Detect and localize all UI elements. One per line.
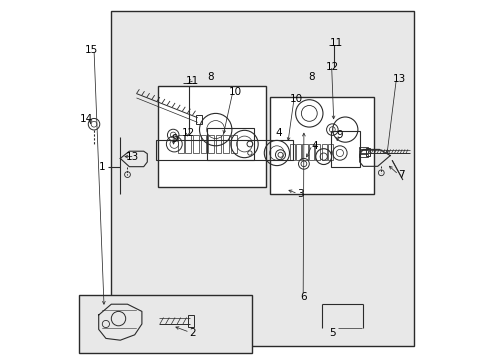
Bar bbox=[178, 135, 183, 153]
Bar bbox=[223, 135, 228, 153]
Bar bbox=[200, 135, 206, 153]
Bar bbox=[358, 150, 367, 153]
Text: 6: 6 bbox=[300, 292, 306, 302]
Text: 15: 15 bbox=[85, 45, 98, 55]
Text: 4: 4 bbox=[275, 128, 282, 138]
Text: 7: 7 bbox=[397, 170, 404, 180]
Bar bbox=[215, 135, 221, 153]
Bar bbox=[208, 135, 213, 153]
Text: 10: 10 bbox=[289, 94, 303, 104]
Bar bbox=[328, 144, 333, 160]
Bar bbox=[358, 154, 367, 157]
Bar bbox=[330, 131, 359, 167]
Bar bbox=[289, 144, 294, 160]
Text: 9: 9 bbox=[336, 130, 343, 140]
Bar bbox=[79, 295, 251, 353]
Bar bbox=[308, 144, 313, 160]
Text: 4: 4 bbox=[311, 141, 317, 151]
Text: 12: 12 bbox=[182, 128, 195, 138]
Text: 11: 11 bbox=[329, 38, 342, 48]
Text: 3: 3 bbox=[296, 189, 303, 199]
Bar bbox=[187, 315, 194, 327]
Text: 8: 8 bbox=[206, 72, 213, 82]
Bar bbox=[315, 144, 320, 160]
Text: 12: 12 bbox=[325, 62, 339, 72]
Bar bbox=[321, 144, 326, 160]
Bar bbox=[111, 11, 413, 346]
Text: 5: 5 bbox=[329, 328, 335, 338]
Text: 14: 14 bbox=[80, 114, 93, 124]
Bar bbox=[206, 128, 253, 160]
Text: 10: 10 bbox=[228, 87, 242, 97]
Bar bbox=[185, 135, 191, 153]
Bar bbox=[193, 135, 199, 153]
Text: 13: 13 bbox=[392, 74, 405, 84]
Bar bbox=[156, 140, 292, 160]
Bar bbox=[358, 147, 367, 149]
Text: 9: 9 bbox=[171, 134, 177, 144]
Text: 13: 13 bbox=[126, 152, 139, 162]
Text: 2: 2 bbox=[188, 328, 195, 338]
Bar bbox=[295, 144, 301, 160]
Text: 1: 1 bbox=[99, 162, 105, 172]
Bar bbox=[269, 97, 373, 194]
Bar bbox=[230, 135, 236, 153]
Bar bbox=[196, 115, 202, 124]
Bar bbox=[366, 148, 370, 156]
Text: 8: 8 bbox=[307, 72, 314, 82]
Text: 11: 11 bbox=[185, 76, 199, 86]
Bar bbox=[158, 86, 265, 187]
Bar bbox=[302, 144, 307, 160]
